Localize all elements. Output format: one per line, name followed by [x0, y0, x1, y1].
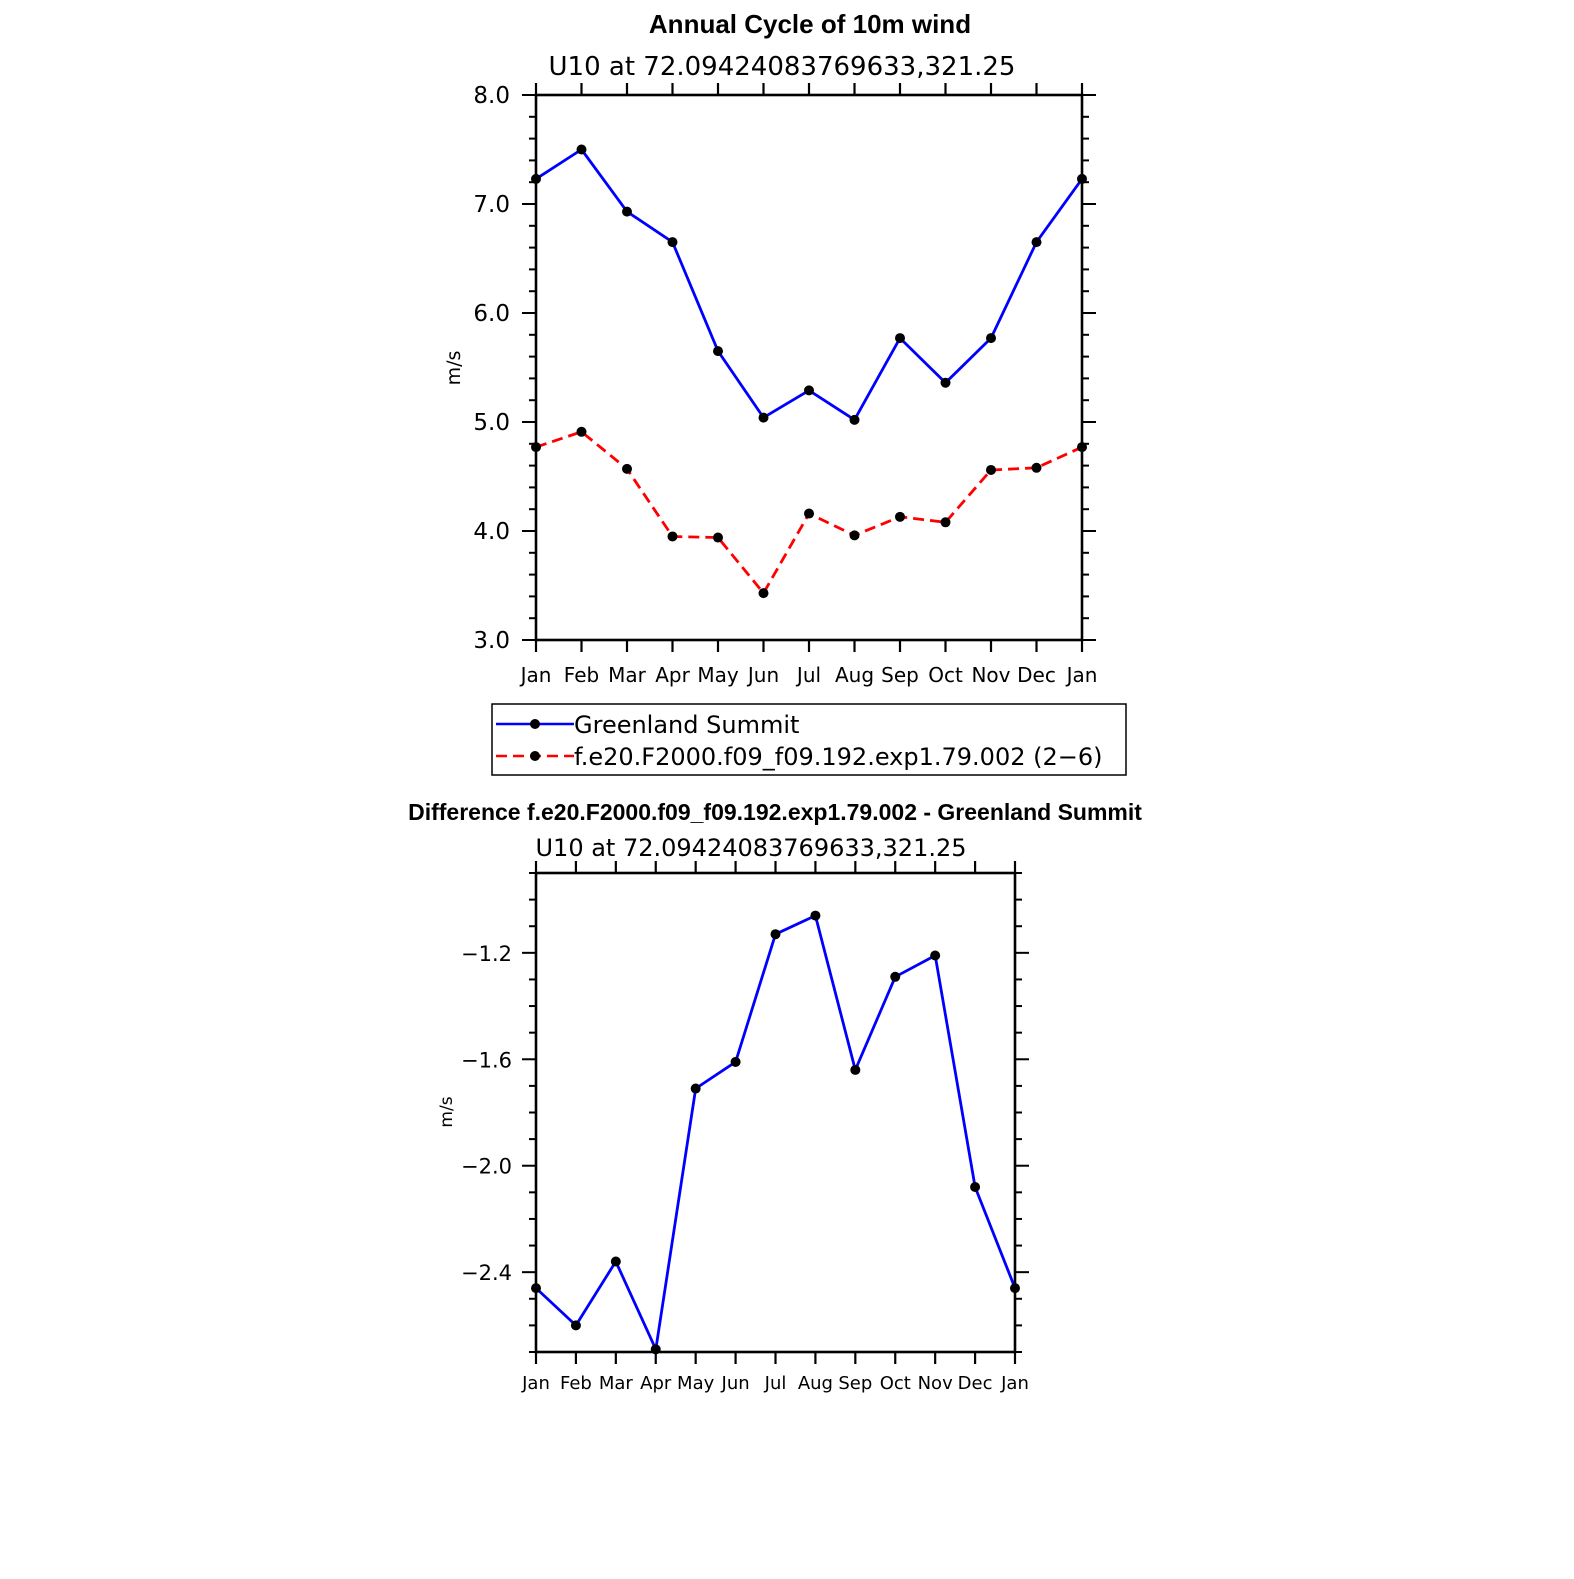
chart1-legend: Greenland Summit f.e20.F2000.f09_f09.192…: [491, 703, 1127, 776]
chart1-series-1-point: [849, 414, 860, 425]
chart1-xtick-label: Sep: [881, 663, 919, 687]
chart1-title: Annual Cycle of 10m wind: [649, 9, 971, 39]
chart1-xtick-label: Apr: [655, 663, 690, 687]
chart1-series-2-point: [849, 530, 860, 541]
chart1-series-2-point: [713, 532, 723, 543]
legend-marker-greenland-summit: [530, 719, 540, 729]
chart1-ytick-label: 7.0: [473, 192, 510, 218]
chart1-ytick-label: 4.0: [473, 519, 510, 545]
chart2-ylabel: m/s: [437, 1096, 457, 1127]
chart2-xtick-label: Jul: [764, 1373, 787, 1394]
chart1-series-1-point: [1077, 173, 1087, 184]
chart1-series-1-point: [622, 206, 632, 217]
chart1-series-1-point: [713, 346, 723, 357]
chart1-xtick-label: May: [697, 663, 739, 687]
chart2-ytick-label: −2.4: [461, 1261, 512, 1285]
chart2-series-1-point: [810, 910, 821, 921]
chart1-xtick-label: Dec: [1017, 663, 1056, 687]
chart1-ylabel: m/s: [443, 351, 465, 386]
chart1-xtick-label: Aug: [835, 663, 874, 687]
legend-marker-model: [530, 751, 540, 761]
chart2-xtick-label: Jan: [521, 1373, 550, 1394]
chart2-series-1-point: [930, 950, 941, 961]
chart1-plot-frame: [534, 93, 1084, 642]
chart2-xtick-label: Nov: [918, 1373, 953, 1394]
chart1-series-1-point: [1031, 237, 1042, 248]
chart1-xtick-label: Jan: [1065, 663, 1098, 687]
chart2-xtick-label: Aug: [798, 1373, 833, 1394]
chart2-xtick-label: Jun: [721, 1373, 750, 1394]
legend-frame: [491, 703, 1127, 776]
legend-label-greenland-summit: Greenland Summit: [574, 711, 799, 739]
chart2-series-line-1: [535, 914, 1017, 1351]
chart2-series-1-point: [570, 1320, 581, 1331]
chart1-ytick-label: 6.0: [473, 301, 510, 327]
chart2-series-1-point: [890, 971, 901, 982]
chart2-xtick-label: Apr: [640, 1373, 672, 1394]
legend-label-model: f.e20.F2000.f09_f09.192.exp1.79.002 (2−6…: [574, 743, 1102, 771]
chart1-xtick-label: Nov: [971, 663, 1010, 687]
chart1-ytick-label: 3.0: [473, 628, 510, 654]
chart2-xtick-label: Feb: [560, 1373, 592, 1394]
chart2-plot-frame: [534, 871, 1017, 1354]
chart2-series-1-point: [970, 1182, 981, 1193]
chart2-series-1-point: [770, 929, 781, 940]
chart1-series-2-point: [804, 508, 814, 519]
chart2-title: Difference f.e20.F2000.f09_f09.192.exp1.…: [408, 799, 1142, 825]
chart2-series-1-point: [690, 1083, 701, 1094]
chart2-subtitle: U10 at 72.09424083769633,321.25: [535, 834, 966, 862]
chart1-series-1-point: [895, 333, 905, 344]
chart1-xtick-label: Mar: [608, 663, 647, 687]
chart1-series-1-point: [531, 173, 541, 184]
chart1-xtick-label: Jul: [795, 663, 821, 687]
chart1-series-1-point: [576, 144, 587, 155]
chart1-series-1-point: [758, 412, 769, 423]
chart1-series-2-point: [1077, 442, 1087, 453]
chart1-xtick-label: Feb: [564, 663, 599, 687]
chart2-series-1-point: [730, 1056, 741, 1067]
chart2-xtick-label: Dec: [958, 1373, 993, 1394]
chart1-ytick-label: 8.0: [473, 83, 510, 109]
chart2-series-1-point: [610, 1256, 621, 1267]
chart1-series-2-point: [986, 464, 996, 475]
chart1-series-1-point: [804, 385, 814, 396]
chart1-series-1-point: [940, 377, 951, 388]
chart1-plot: Jan Feb Mar Apr May Jun Jul Aug Sep Oct Nov Dec Jan 3…: [473, 83, 1097, 687]
chart1-xtick-label: Oct: [928, 663, 963, 687]
chart1-series-1-point: [986, 333, 996, 344]
chart2-xtick-label: Jan: [1000, 1373, 1029, 1394]
chart2-ytick-label: −1.2: [461, 942, 512, 966]
chart1-series-2-point: [667, 531, 678, 542]
chart1-series-1-point: [667, 237, 678, 248]
chart2-xtick-label: Sep: [838, 1373, 872, 1394]
chart1-series-2-point: [622, 463, 632, 474]
chart1-series-2-point: [576, 426, 587, 437]
chart2-series-1-point: [850, 1064, 861, 1075]
chart1-series-2-point: [895, 511, 905, 522]
chart2-series-1-point: [531, 1283, 541, 1294]
chart2-xtick-label: May: [677, 1373, 715, 1394]
chart1-ytick-label: 5.0: [473, 410, 510, 436]
chart1-subtitle: U10 at 72.09424083769633,321.25: [549, 52, 1016, 82]
chart2-xtick-label: Mar: [599, 1373, 634, 1394]
chart1-series-2-point: [1031, 462, 1042, 473]
chart2-xtick-label: Oct: [880, 1373, 911, 1394]
chart1-xtick-label: Jun: [746, 663, 779, 687]
chart2-series-1-point: [650, 1344, 661, 1355]
chart1-series-line-1: [535, 148, 1084, 422]
chart2-ytick-label: −1.6: [461, 1048, 512, 1072]
chart2-ytick-label: −2.0: [461, 1155, 512, 1179]
chart1-series-2-point: [758, 588, 769, 599]
chart1-series-2-point: [940, 517, 951, 528]
chart1-xtick-label: Jan: [519, 663, 552, 687]
chart2-plot: Jan Feb Mar Apr May Jun Jul Aug Sep Oct Nov Dec Jan −…: [461, 861, 1029, 1394]
chart2-series-1-point: [1010, 1283, 1020, 1294]
chart1-series-2-point: [531, 442, 541, 453]
